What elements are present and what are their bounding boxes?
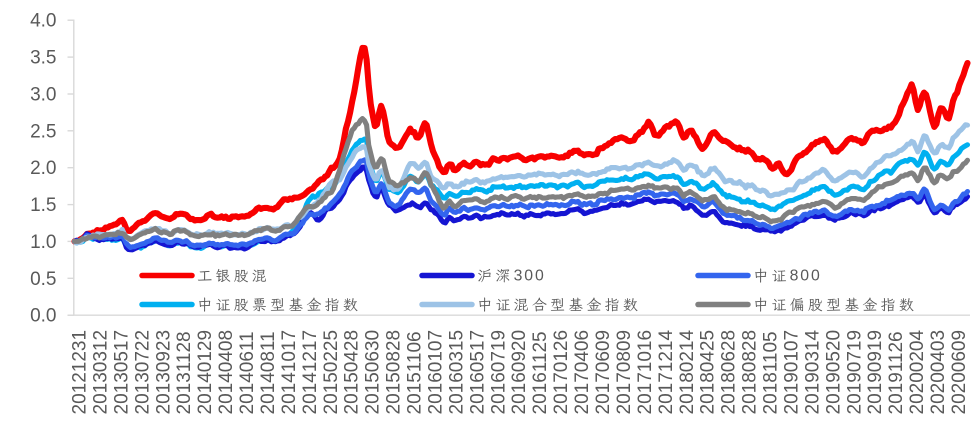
svg-text:20130923: 20130923 — [153, 330, 174, 415]
svg-text:20161125: 20161125 — [530, 331, 551, 414]
svg-text:20160920: 20160920 — [509, 330, 530, 415]
svg-text:20180214: 20180214 — [677, 330, 698, 415]
svg-text:20160517: 20160517 — [467, 330, 488, 415]
svg-text:20140611: 20140611 — [237, 331, 258, 414]
svg-text:4.0: 4.0 — [30, 11, 56, 32]
svg-text:20140811: 20140811 — [258, 331, 279, 414]
svg-text:20140408: 20140408 — [216, 330, 237, 415]
svg-text:20150630: 20150630 — [363, 330, 384, 415]
svg-text:20150225: 20150225 — [321, 330, 342, 415]
svg-text:20170809: 20170809 — [614, 330, 635, 415]
svg-text:20190919: 20190919 — [865, 330, 886, 415]
svg-text:300: 300 — [514, 268, 546, 285]
svg-text:0.0: 0.0 — [30, 306, 56, 327]
svg-text:0.5: 0.5 — [30, 269, 56, 290]
svg-text:20180425: 20180425 — [698, 330, 719, 415]
svg-text:20150828: 20150828 — [384, 330, 405, 415]
svg-text:20190107: 20190107 — [782, 330, 803, 415]
svg-text:3.0: 3.0 — [30, 85, 56, 106]
svg-text:20130312: 20130312 — [90, 330, 111, 415]
svg-text:20151106: 20151106 — [405, 331, 426, 414]
svg-text:20181105: 20181105 — [761, 331, 782, 414]
svg-text:800: 800 — [790, 268, 822, 285]
svg-text:20180828: 20180828 — [740, 330, 761, 415]
svg-text:20190314: 20190314 — [802, 330, 823, 415]
svg-text:20190520: 20190520 — [823, 330, 844, 415]
svg-text:20170609: 20170609 — [593, 330, 614, 415]
svg-text:20160107: 20160107 — [426, 330, 447, 415]
svg-text:20130722: 20130722 — [132, 330, 153, 415]
svg-text:1.5: 1.5 — [30, 195, 56, 216]
svg-text:20200204: 20200204 — [907, 330, 928, 415]
svg-text:20200609: 20200609 — [949, 330, 970, 415]
svg-text:20131128: 20131128 — [174, 331, 195, 414]
svg-text:20130517: 20130517 — [111, 330, 132, 415]
svg-text:20180628: 20180628 — [719, 330, 740, 415]
svg-text:2.0: 2.0 — [30, 158, 56, 179]
svg-text:2.5: 2.5 — [30, 121, 56, 142]
svg-text:20171016: 20171016 — [635, 330, 656, 415]
svg-text:1.0: 1.0 — [30, 232, 56, 253]
svg-text:20170406: 20170406 — [572, 330, 593, 415]
svg-text:20170126: 20170126 — [551, 330, 572, 415]
svg-text:20160315: 20160315 — [446, 330, 467, 415]
svg-text:20190719: 20190719 — [844, 330, 865, 415]
svg-text:20121231: 20121231 — [70, 330, 91, 415]
svg-text:20140129: 20140129 — [195, 330, 216, 415]
svg-text:20141217: 20141217 — [300, 330, 321, 415]
svg-text:20171214: 20171214 — [656, 330, 677, 415]
svg-text:20150428: 20150428 — [342, 330, 363, 415]
svg-text:20200403: 20200403 — [928, 330, 949, 415]
svg-text:20160719: 20160719 — [488, 330, 509, 415]
svg-text:20141017: 20141017 — [279, 330, 300, 415]
svg-text:20191126: 20191126 — [886, 331, 907, 414]
svg-text:3.5: 3.5 — [30, 48, 56, 69]
